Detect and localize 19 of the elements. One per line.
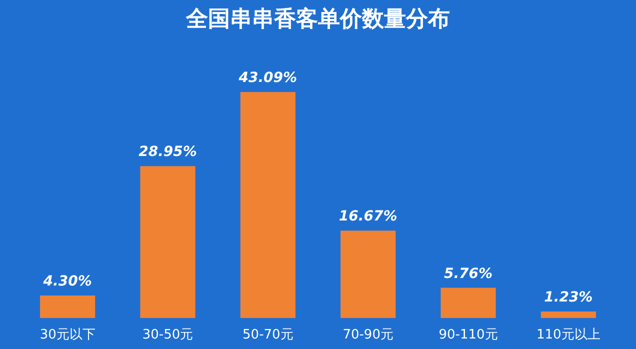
data-label: 5.76% bbox=[444, 266, 493, 282]
x-tick-label: 90-110元 bbox=[438, 328, 498, 342]
bar bbox=[40, 295, 96, 318]
bar bbox=[440, 288, 496, 318]
data-label: 28.95% bbox=[138, 144, 197, 160]
x-tick-label: 30元以下 bbox=[40, 328, 96, 342]
chart-title: 全国串串香客单价数量分布 bbox=[185, 6, 450, 32]
data-label: 1.23% bbox=[544, 290, 593, 306]
x-tick-label: 110元以上 bbox=[536, 328, 600, 342]
bar bbox=[340, 230, 396, 318]
bar bbox=[540, 312, 596, 318]
x-tick-label: 50-70元 bbox=[242, 328, 294, 342]
x-tick-label: 70-90元 bbox=[342, 328, 394, 342]
data-label: 4.30% bbox=[42, 273, 92, 290]
x-tick-label: 30-50元 bbox=[142, 328, 194, 342]
data-label: 16.67% bbox=[338, 208, 398, 225]
bar bbox=[240, 92, 296, 318]
bar bbox=[140, 166, 196, 318]
data-label: 43.09% bbox=[238, 70, 298, 86]
